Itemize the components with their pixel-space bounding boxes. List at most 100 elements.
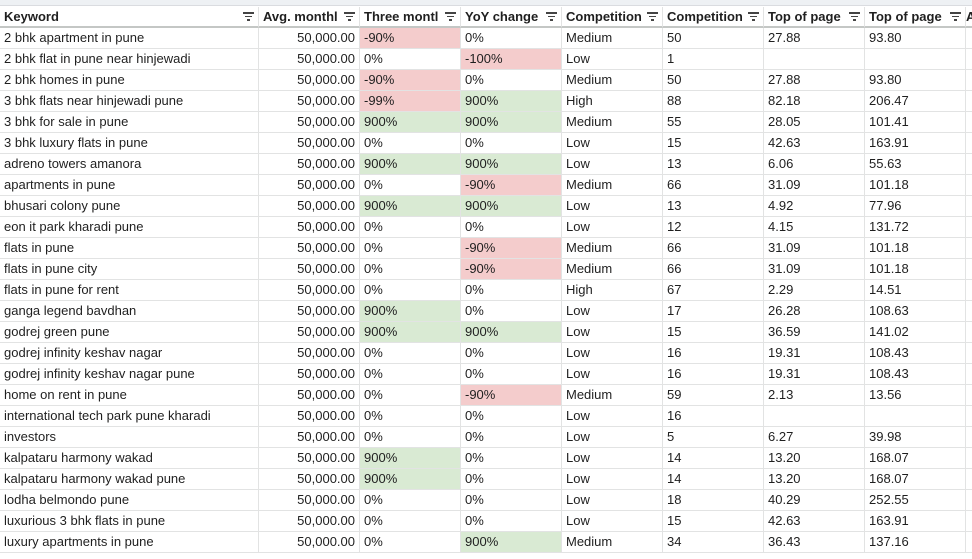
filter-icon[interactable] (950, 12, 961, 22)
cell-keyword[interactable]: investors (0, 427, 259, 448)
cell-competition-index[interactable]: 50 (663, 28, 764, 49)
cell-competition[interactable]: Low (562, 406, 663, 427)
cell-next-column[interactable] (966, 175, 972, 196)
cell-competition[interactable]: Low (562, 49, 663, 70)
cell-competition-index[interactable]: 14 (663, 448, 764, 469)
cell-top-of-page-low[interactable]: 42.63 (764, 511, 865, 532)
cell-top-of-page-high[interactable]: 206.47 (865, 91, 966, 112)
cell-avg-monthly[interactable]: 50,000.00 (259, 175, 360, 196)
cell-yoy-change[interactable]: 0% (461, 217, 562, 238)
cell-top-of-page-high[interactable]: 163.91 (865, 511, 966, 532)
cell-top-of-page-high[interactable]: 168.07 (865, 469, 966, 490)
cell-three-month-change[interactable]: -90% (360, 70, 461, 91)
cell-top-of-page-high[interactable]: 108.43 (865, 343, 966, 364)
cell-next-column[interactable] (966, 238, 972, 259)
cell-competition-index[interactable]: 34 (663, 532, 764, 553)
cell-yoy-change[interactable]: 0% (461, 364, 562, 385)
cell-competition[interactable]: Medium (562, 112, 663, 133)
cell-next-column[interactable] (966, 385, 972, 406)
header-competition[interactable]: Competition (562, 7, 663, 28)
cell-keyword[interactable]: flats in pune (0, 238, 259, 259)
header-top-of-page-low[interactable]: Top of page (764, 7, 865, 28)
cell-next-column[interactable] (966, 280, 972, 301)
cell-keyword[interactable]: 3 bhk for sale in pune (0, 112, 259, 133)
cell-yoy-change[interactable]: -90% (461, 175, 562, 196)
cell-three-month-change[interactable]: 0% (360, 511, 461, 532)
cell-three-month-change[interactable]: 0% (360, 406, 461, 427)
cell-yoy-change[interactable]: 0% (461, 28, 562, 49)
cell-three-month-change[interactable]: 0% (360, 49, 461, 70)
cell-competition-index[interactable]: 16 (663, 406, 764, 427)
cell-keyword[interactable]: luxurious 3 bhk flats in pune (0, 511, 259, 532)
cell-yoy-change[interactable]: 0% (461, 280, 562, 301)
cell-keyword[interactable]: international tech park pune kharadi (0, 406, 259, 427)
cell-competition[interactable]: Low (562, 448, 663, 469)
cell-competition-index[interactable]: 17 (663, 301, 764, 322)
cell-top-of-page-low[interactable]: 31.09 (764, 175, 865, 196)
filter-icon[interactable] (546, 12, 557, 22)
cell-three-month-change[interactable]: 0% (360, 259, 461, 280)
cell-competition[interactable]: Low (562, 427, 663, 448)
cell-competition[interactable]: Low (562, 196, 663, 217)
cell-competition-index[interactable]: 16 (663, 364, 764, 385)
cell-competition-index[interactable]: 67 (663, 280, 764, 301)
cell-yoy-change[interactable]: -90% (461, 385, 562, 406)
cell-next-column[interactable] (966, 343, 972, 364)
cell-yoy-change[interactable]: 900% (461, 532, 562, 553)
cell-avg-monthly[interactable]: 50,000.00 (259, 427, 360, 448)
cell-yoy-change[interactable]: 0% (461, 70, 562, 91)
cell-avg-monthly[interactable]: 50,000.00 (259, 49, 360, 70)
cell-competition[interactable]: Medium (562, 259, 663, 280)
cell-top-of-page-high[interactable] (865, 49, 966, 70)
cell-three-month-change[interactable]: 0% (360, 385, 461, 406)
filter-icon[interactable] (344, 12, 355, 22)
header-avg-monthly[interactable]: Avg. monthl (259, 7, 360, 28)
cell-top-of-page-low[interactable]: 42.63 (764, 133, 865, 154)
cell-top-of-page-low[interactable]: 2.29 (764, 280, 865, 301)
cell-competition-index[interactable]: 5 (663, 427, 764, 448)
cell-competition[interactable]: Medium (562, 238, 663, 259)
cell-competition[interactable]: Low (562, 511, 663, 532)
cell-top-of-page-high[interactable]: 108.63 (865, 301, 966, 322)
cell-keyword[interactable]: kalpataru harmony wakad pune (0, 469, 259, 490)
cell-keyword[interactable]: bhusari colony pune (0, 196, 259, 217)
cell-three-month-change[interactable]: 900% (360, 469, 461, 490)
cell-avg-monthly[interactable]: 50,000.00 (259, 28, 360, 49)
cell-keyword[interactable]: 3 bhk luxury flats in pune (0, 133, 259, 154)
cell-next-column[interactable] (966, 469, 972, 490)
cell-avg-monthly[interactable]: 50,000.00 (259, 532, 360, 553)
cell-next-column[interactable] (966, 28, 972, 49)
cell-next-column[interactable] (966, 448, 972, 469)
cell-yoy-change[interactable]: 0% (461, 511, 562, 532)
cell-three-month-change[interactable]: -90% (360, 28, 461, 49)
cell-next-column[interactable] (966, 406, 972, 427)
cell-competition-index[interactable]: 66 (663, 238, 764, 259)
cell-competition-index[interactable]: 59 (663, 385, 764, 406)
cell-next-column[interactable] (966, 427, 972, 448)
cell-top-of-page-high[interactable]: 101.41 (865, 112, 966, 133)
cell-competition[interactable]: Low (562, 343, 663, 364)
cell-top-of-page-high[interactable]: 14.51 (865, 280, 966, 301)
cell-top-of-page-high[interactable]: 77.96 (865, 196, 966, 217)
cell-competition-index[interactable]: 66 (663, 259, 764, 280)
cell-top-of-page-high[interactable]: 252.55 (865, 490, 966, 511)
cell-yoy-change[interactable]: -100% (461, 49, 562, 70)
cell-yoy-change[interactable]: -90% (461, 259, 562, 280)
cell-avg-monthly[interactable]: 50,000.00 (259, 154, 360, 175)
cell-top-of-page-low[interactable]: 4.15 (764, 217, 865, 238)
cell-next-column[interactable] (966, 70, 972, 91)
cell-avg-monthly[interactable]: 50,000.00 (259, 322, 360, 343)
cell-competition-index[interactable]: 88 (663, 91, 764, 112)
cell-yoy-change[interactable]: 900% (461, 154, 562, 175)
cell-three-month-change[interactable]: -99% (360, 91, 461, 112)
cell-top-of-page-low[interactable]: 28.05 (764, 112, 865, 133)
header-yoy-change[interactable]: YoY change (461, 7, 562, 28)
cell-three-month-change[interactable]: 900% (360, 154, 461, 175)
cell-competition[interactable]: Medium (562, 385, 663, 406)
cell-top-of-page-high[interactable]: 101.18 (865, 238, 966, 259)
cell-top-of-page-low[interactable]: 36.43 (764, 532, 865, 553)
cell-keyword[interactable]: kalpataru harmony wakad (0, 448, 259, 469)
cell-competition-index[interactable]: 18 (663, 490, 764, 511)
cell-three-month-change[interactable]: 0% (360, 238, 461, 259)
cell-competition-index[interactable]: 12 (663, 217, 764, 238)
